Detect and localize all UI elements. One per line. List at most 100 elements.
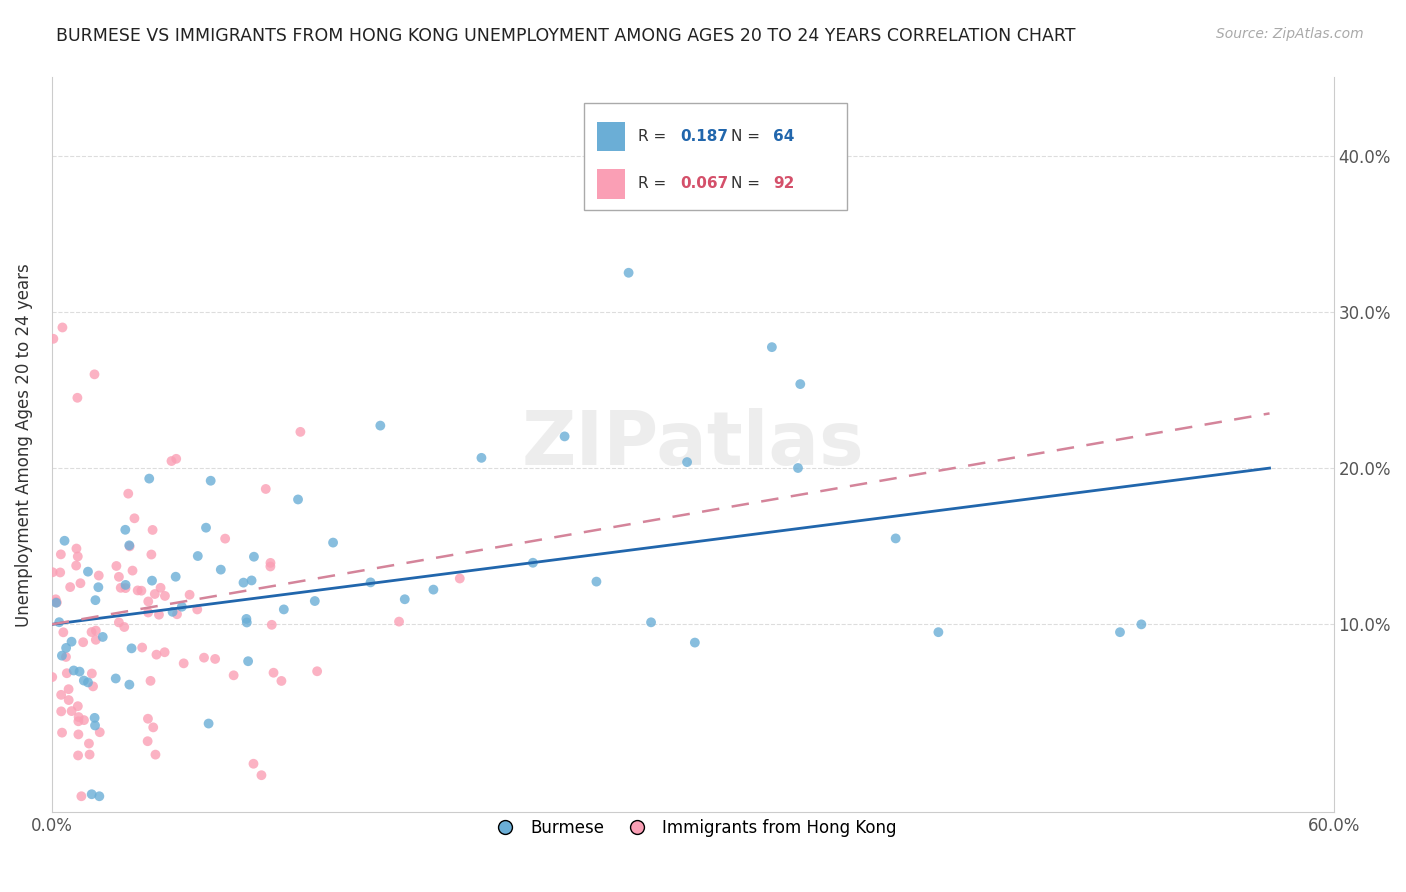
Point: [44, 595, 66, 609]
Point: [240, 574, 263, 588]
Point: [214, 532, 236, 546]
Legend: Burmese, Immigrants from Hong Kong: Burmese, Immigrants from Hong Kong: [482, 813, 904, 844]
Point: [55, 649, 77, 664]
Point: [139, 673, 162, 688]
Point: [66, 549, 89, 564]
Point: [136, 594, 159, 608]
Point: [89, 789, 111, 804]
Point: [242, 756, 264, 771]
Point: [53, 533, 76, 548]
Point: [56, 666, 79, 681]
Point: [162, 605, 184, 619]
Point: [59, 580, 82, 594]
Text: BURMESE VS IMMIGRANTS FROM HONG KONG UNEMPLOYMENT AMONG AGES 20 TO 24 YEARS CORR: BURMESE VS IMMIGRANTS FROM HONG KONG UNE…: [56, 27, 1076, 45]
Point: [209, 563, 232, 577]
Point: [138, 472, 160, 486]
Point: [449, 572, 471, 586]
Point: [121, 641, 143, 656]
Point: [55, 640, 77, 655]
Point: [422, 582, 444, 597]
Point: [141, 574, 163, 588]
Point: [585, 574, 607, 589]
Point: [370, 418, 392, 433]
Point: [585, 172, 607, 186]
Point: [259, 556, 281, 570]
Point: [470, 450, 492, 465]
Point: [165, 570, 187, 584]
Point: [69, 665, 91, 679]
Point: [117, 486, 139, 500]
Text: ZIPatlas: ZIPatlas: [522, 409, 865, 481]
Point: [761, 340, 783, 354]
Point: [72, 635, 94, 649]
Point: [307, 665, 329, 679]
Point: [87, 580, 110, 594]
Point: [114, 581, 136, 595]
Point: [83, 368, 105, 382]
Point: [153, 645, 176, 659]
Point: [80, 787, 103, 801]
Point: [41, 670, 63, 684]
FancyBboxPatch shape: [583, 103, 846, 210]
Point: [84, 718, 107, 732]
Point: [131, 640, 153, 655]
Text: 0.187: 0.187: [681, 129, 728, 145]
Point: [91, 630, 114, 644]
Point: [179, 588, 201, 602]
Point: [66, 699, 89, 714]
Point: [112, 620, 135, 634]
Point: [77, 675, 100, 690]
Point: [136, 606, 159, 620]
Text: 0.067: 0.067: [681, 177, 728, 192]
Point: [108, 570, 131, 584]
Point: [263, 665, 285, 680]
Point: [136, 712, 159, 726]
Point: [617, 266, 640, 280]
Point: [67, 748, 90, 763]
Point: [165, 451, 187, 466]
Point: [1109, 625, 1132, 640]
Point: [51, 705, 73, 719]
Point: [197, 716, 219, 731]
Point: [49, 566, 72, 580]
Point: [360, 575, 382, 590]
Point: [1130, 617, 1153, 632]
Point: [124, 511, 146, 525]
Text: N =: N =: [731, 177, 765, 192]
Point: [187, 549, 209, 563]
Point: [222, 668, 245, 682]
Point: [45, 596, 67, 610]
Point: [136, 734, 159, 748]
Point: [193, 650, 215, 665]
Point: [51, 725, 73, 739]
Point: [170, 599, 193, 614]
Point: [142, 720, 165, 734]
Point: [65, 558, 87, 573]
Point: [153, 589, 176, 603]
Point: [52, 625, 75, 640]
Point: [77, 737, 100, 751]
Point: [89, 725, 111, 739]
Point: [131, 583, 153, 598]
Point: [77, 565, 100, 579]
Point: [394, 592, 416, 607]
Point: [141, 548, 163, 562]
Point: [166, 607, 188, 622]
Point: [73, 713, 96, 727]
Point: [243, 549, 266, 564]
Point: [388, 615, 411, 629]
Point: [204, 652, 226, 666]
Point: [80, 666, 103, 681]
Point: [259, 559, 281, 574]
Y-axis label: Unemployment Among Ages 20 to 24 years: Unemployment Among Ages 20 to 24 years: [15, 263, 32, 626]
Point: [683, 635, 706, 649]
Point: [114, 578, 136, 592]
Point: [554, 429, 576, 443]
Point: [640, 615, 662, 630]
Point: [148, 607, 170, 622]
Text: 92: 92: [773, 177, 794, 192]
Point: [67, 727, 90, 741]
Point: [884, 532, 907, 546]
Point: [927, 625, 949, 640]
Text: N =: N =: [731, 129, 765, 145]
